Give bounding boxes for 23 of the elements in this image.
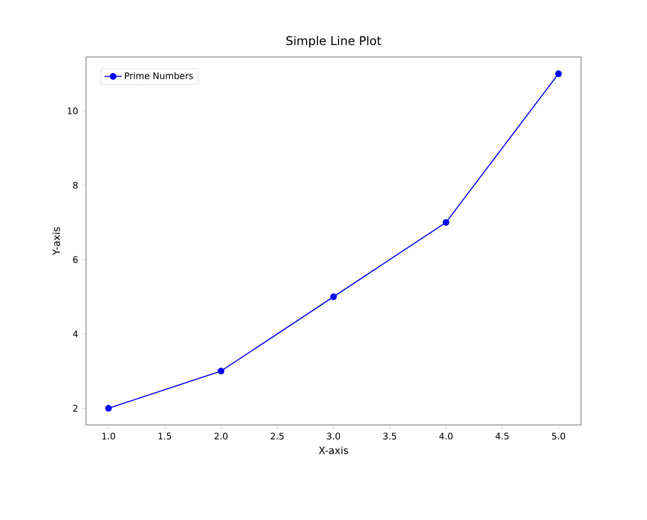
x-axis-title: X-axis: [318, 446, 348, 454]
point: [442, 219, 450, 226]
x-tick-label: 2.5: [270, 432, 284, 440]
x-tick-label: 4.0: [439, 432, 453, 440]
y-axis-title: Y-axis: [52, 227, 60, 256]
point: [330, 293, 337, 300]
y-tick-label: 6: [73, 256, 78, 263]
x-tick-label: 1.0: [102, 432, 116, 440]
x-tick-label: 1.5: [158, 432, 172, 440]
x-tick-label: 3.0: [327, 432, 340, 440]
legend-label: Prime Numbers: [125, 72, 193, 80]
x-tick-label: 4.5: [496, 432, 509, 440]
x-tick-label: 3.5: [383, 432, 396, 440]
y-tick-label: 4: [72, 330, 78, 338]
point: [555, 70, 562, 78]
y-tick-label: 2: [73, 404, 78, 412]
point: [105, 404, 112, 412]
y-tick-label: 8: [73, 182, 78, 189]
x-tick-label: 2.0: [214, 432, 228, 440]
y-tick-label: 10: [68, 107, 78, 114]
x-tick-label: 5.0: [552, 432, 566, 440]
chart-title: Simple Line Plot: [286, 36, 382, 48]
point: [218, 368, 224, 374]
